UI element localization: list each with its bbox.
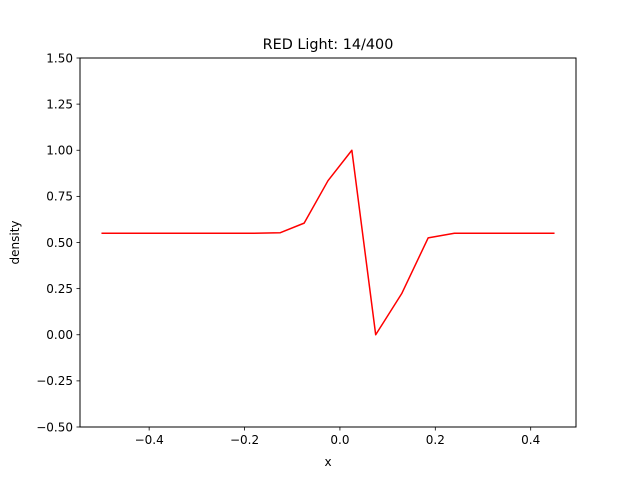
- y-tick-label: −0.50: [36, 420, 73, 434]
- x-axis: −0.4 −0.2 0.0 0.2 0.4: [135, 427, 540, 447]
- x-tick-label: −0.4: [135, 433, 164, 447]
- x-tick-label: 0.2: [426, 433, 445, 447]
- y-tick-label: −0.25: [36, 374, 73, 388]
- x-axis-label: x: [324, 455, 331, 469]
- y-tick-label: 1.25: [46, 97, 73, 111]
- y-axis-label: density: [8, 221, 22, 265]
- y-axis: −0.50 −0.25 0.00 0.25 0.50 0.75 1.00 1.25 1.50: [36, 51, 80, 434]
- y-tick-label: 0.50: [46, 236, 73, 250]
- y-tick-label: 1.00: [46, 144, 73, 158]
- y-tick-label: 0.00: [46, 328, 73, 342]
- chart-title: RED Light: 14/400: [263, 37, 394, 53]
- x-tick-label: −0.2: [230, 433, 259, 447]
- series-line-0: [101, 149, 555, 336]
- x-tick-label: 0.4: [521, 433, 540, 447]
- y-tick-label: 1.50: [46, 51, 73, 65]
- x-tick-label: 0.0: [330, 433, 349, 447]
- y-tick-label: 0.75: [46, 190, 73, 204]
- y-tick-label: 0.25: [46, 282, 73, 296]
